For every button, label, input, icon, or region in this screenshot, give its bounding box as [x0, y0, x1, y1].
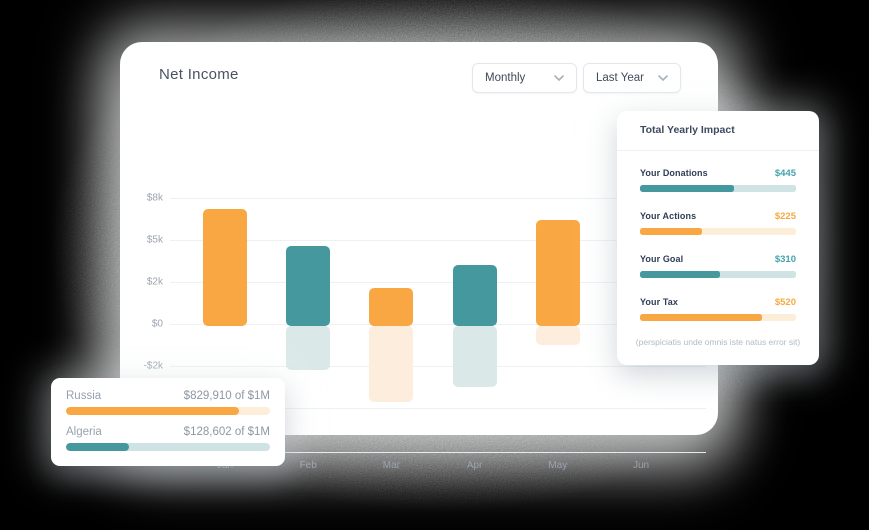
country-amount: $128,602 of $1M [183, 426, 270, 438]
chart-bar-positive[interactable] [369, 288, 414, 326]
impact-row-value: $225 [774, 211, 796, 222]
page-title: Net Income [159, 66, 239, 83]
chart-bar-negative[interactable] [452, 326, 497, 387]
y-axis-tick-label: -$2k [143, 360, 163, 372]
progress-bar-fill [66, 443, 130, 451]
total-yearly-impact-card: Total Yearly Impact Your Donations $445 Yo… [617, 111, 819, 365]
impact-row-value: $520 [774, 297, 796, 308]
period-dropdown[interactable]: Monthly [472, 63, 577, 93]
impact-row: Your Tax $520 [640, 288, 796, 331]
range-dropdown-value: Last Year [596, 72, 644, 84]
progress-bar-track [66, 407, 270, 415]
x-axis-month-label: Jun [632, 460, 650, 471]
x-axis-month-label: Apr [466, 460, 483, 471]
divider [617, 150, 819, 151]
progress-bar-track [640, 314, 796, 321]
impact-card-title: Total Yearly Impact [640, 124, 735, 136]
gridline [170, 366, 706, 367]
chevron-down-icon [658, 75, 668, 81]
impact-row: Your Actions $225 [640, 202, 796, 245]
x-axis-month-label: May [548, 460, 568, 471]
chart-bar-negative[interactable] [535, 326, 580, 345]
chart-bar-negative[interactable] [286, 326, 331, 371]
chart-bar-positive[interactable] [452, 265, 497, 326]
impact-row-label: Your Actions [640, 211, 697, 221]
range-dropdown[interactable]: Last Year [583, 63, 681, 93]
card-header: Net Income Monthly Last Year [120, 42, 718, 102]
chart-bar-positive[interactable] [286, 245, 331, 326]
y-axis-tick-label: $0 [151, 318, 163, 330]
progress-bar-fill [640, 228, 703, 235]
impact-row-value: $310 [774, 254, 796, 265]
progress-bar-fill [640, 314, 762, 321]
progress-bar-fill [640, 185, 734, 192]
impact-row: Your Donations $445 [640, 159, 796, 202]
chart-bar-positive[interactable] [535, 220, 580, 326]
progress-bar-track [640, 271, 796, 278]
progress-bar-fill [66, 407, 240, 415]
country-label: Russia [66, 390, 102, 402]
impact-row-label: Your Goal [640, 254, 684, 264]
country-amount: $829,910 of $1M [183, 390, 270, 402]
x-axis-month-label: Mar [382, 460, 400, 471]
y-axis-tick-label: $2k [146, 276, 163, 288]
period-dropdown-value: Monthly [485, 72, 526, 84]
country-row: Russia $829,910 of $1M [66, 386, 270, 422]
country-row: Algeria $128,602 of $1M [66, 422, 270, 458]
impact-row-label: Your Tax [640, 297, 678, 307]
progress-bar-track [640, 185, 796, 192]
impact-row: Your Goal $310 [640, 245, 796, 288]
country-label: Algeria [66, 426, 102, 438]
chart-bar-negative[interactable] [369, 326, 414, 403]
y-axis-tick-label: $8k [146, 192, 163, 204]
impact-footnote: (perspiciatis unde omnis iste natus erro… [635, 337, 801, 347]
chevron-down-icon [554, 75, 564, 81]
x-axis-month-label: Feb [299, 460, 317, 471]
impact-row-label: Your Donations [640, 168, 708, 178]
y-axis-tick-label: $5k [146, 234, 163, 246]
chart-bar-positive[interactable] [203, 209, 247, 326]
impact-row-value: $445 [774, 168, 796, 179]
progress-bar-track [66, 443, 270, 451]
countries-progress-card: Russia $829,910 of $1M Algeria $128,602 of … [51, 378, 285, 466]
progress-bar-track [640, 228, 796, 235]
progress-bar-fill [640, 271, 720, 278]
